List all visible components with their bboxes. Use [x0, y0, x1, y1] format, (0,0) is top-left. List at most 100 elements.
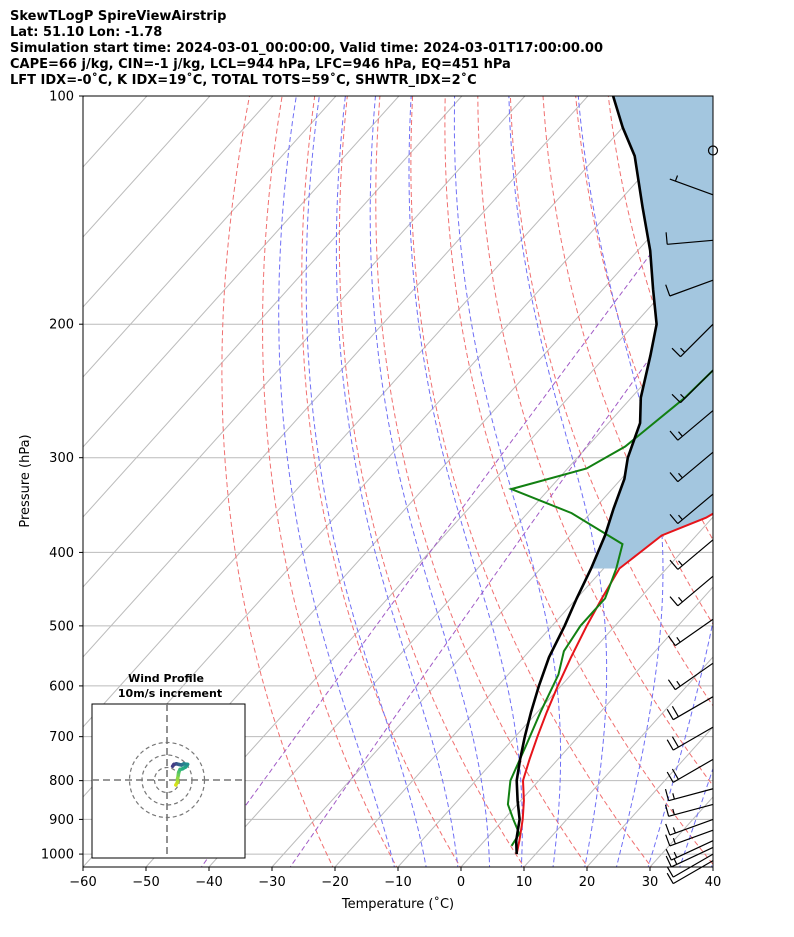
x-tick-label: −50 [132, 875, 159, 890]
y-axis-label: Pressure (hPa) [18, 434, 33, 527]
hodograph-subtitle: 10m/s increment [118, 687, 222, 700]
x-tick-label: 40 [705, 875, 722, 890]
isotherm-line [83, 96, 337, 378]
dry-adiabat [338, 96, 525, 867]
hodograph-segment [170, 762, 176, 769]
isotherm-line [83, 96, 85, 98]
isotherm-line [712, 866, 713, 867]
hodograph-frame [91, 703, 246, 859]
y-tick-label: 400 [49, 546, 74, 561]
moist-adiabat [710, 861, 713, 867]
wind-barb [664, 803, 714, 817]
y-tick-label: 800 [49, 774, 74, 789]
wind-barb [665, 818, 714, 836]
station-location: Lat: 51.10 Lon: -1.78 [10, 25, 163, 40]
isotherm-line [397, 516, 713, 867]
wind-barb [671, 323, 714, 358]
dry-adiabat [375, 96, 589, 867]
isotherm-line [83, 96, 526, 588]
dry-adiabat [410, 96, 653, 867]
x-tick-label: −10 [384, 875, 411, 890]
cape-shading [591, 96, 713, 569]
wind-barb [665, 279, 714, 297]
wind-barb [669, 493, 714, 525]
y-tick-label: 900 [49, 813, 74, 828]
stability-indices-1: CAPE=66 j/kg, CIN=-1 j/kg, LCL=944 hPa, … [10, 57, 511, 72]
dry-adiabat [767, 79, 794, 870]
calm-wind-circle [707, 145, 719, 156]
wind-barb [666, 696, 714, 721]
parcel-profile [514, 96, 658, 855]
isotherm-line [83, 96, 589, 658]
dry-adiabat [542, 96, 713, 626]
moist-adiabat [679, 766, 713, 867]
isotherm-line [83, 96, 652, 728]
hodograph: Wind Profile 10m/s increment [91, 672, 246, 859]
wind-barbs [664, 145, 719, 885]
isotherm-line [523, 656, 713, 867]
moist-adiabat [369, 96, 491, 867]
wind-barb [665, 846, 714, 868]
y-tick-label: 700 [49, 730, 74, 745]
y-tick-label: 500 [49, 619, 74, 634]
wind-barb [666, 758, 714, 783]
axes: −60 −50 −40 −30 −20 −10 0 10 20 30 40 100 200 300 400 5… [41, 90, 721, 891]
stability-indices-2: LFT IDX=-0˚C, K IDX=19˚C, TOTAL TOTS=59˚… [10, 73, 477, 88]
y-tick-label: 100 [49, 90, 74, 105]
isotherm-line [460, 586, 713, 867]
moist-adiabat [408, 96, 523, 867]
y-tick-label: 1000 [41, 848, 74, 863]
wind-barb [666, 726, 714, 751]
isotherm-line [586, 726, 713, 867]
x-tick-label: 0 [457, 875, 465, 890]
x-axis-label: Temperature (˚C) [341, 896, 454, 912]
x-tick-label: −30 [258, 875, 285, 890]
mixing-ratio-line [289, 269, 713, 867]
isotherm-line [208, 306, 713, 867]
moist-adiabat [278, 96, 395, 867]
isotherm-line [83, 96, 274, 308]
station-title: SkewTLogP SpireViewAirstrip [10, 9, 227, 24]
dewpoint-profile [506, 368, 713, 847]
x-tick-label: 20 [579, 875, 596, 890]
moist-adiabat [508, 96, 608, 867]
chart-header: SkewTLogP SpireViewAirstrip Lat: 51.10 L… [10, 9, 603, 89]
wind-barb [669, 175, 714, 196]
x-tick-label: −60 [69, 875, 96, 890]
dry-adiabat [262, 96, 398, 867]
moist-adiabat [647, 96, 713, 867]
profile-lines [506, 96, 713, 855]
y-tick-label: 200 [49, 318, 74, 333]
wind-barb [669, 451, 714, 483]
dry-adiabat [301, 96, 461, 867]
moist-adiabat [453, 96, 562, 867]
x-tick-label: −20 [321, 875, 348, 890]
hodograph-ring [153, 766, 181, 794]
dry-adiabat [477, 96, 713, 787]
wind-barb [669, 539, 714, 570]
temperature-profile [515, 512, 713, 855]
dry-adiabat [735, 79, 794, 870]
y-tick-label: 600 [49, 679, 74, 694]
dry-adiabat [705, 96, 713, 130]
isotherm-line [83, 96, 463, 518]
y-tick-label: 300 [49, 451, 74, 466]
isotherm-line [145, 236, 713, 867]
wind-barb [665, 829, 714, 847]
wind-barb [666, 853, 714, 878]
wind-barb [665, 232, 714, 245]
x-tick-label: 10 [516, 875, 533, 890]
wind-barb [667, 618, 714, 647]
dry-adiabat [444, 96, 713, 866]
wind-barb [671, 369, 714, 404]
x-tick-label: −40 [195, 875, 222, 890]
x-tick-label: 30 [642, 875, 659, 890]
moist-adiabat [305, 96, 427, 867]
isotherm-line [83, 96, 211, 238]
isotherm-line [271, 376, 713, 867]
wind-barb [665, 840, 714, 861]
wind-barb [669, 410, 714, 441]
hodograph-title: Wind Profile [128, 672, 204, 685]
wind-barb [667, 662, 714, 691]
